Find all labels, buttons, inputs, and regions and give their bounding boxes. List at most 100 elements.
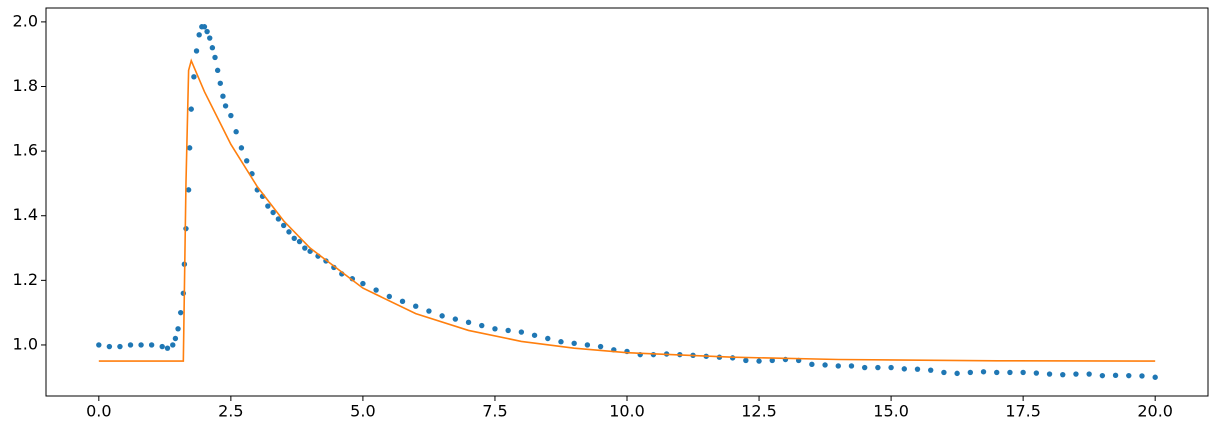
data-point xyxy=(201,24,208,30)
data-point xyxy=(861,364,868,371)
data-point xyxy=(196,32,202,38)
x-tick-label: 15.0 xyxy=(873,402,909,421)
x-tick-label: 17.5 xyxy=(1005,402,1041,421)
data-point xyxy=(217,80,223,86)
data-point xyxy=(1073,371,1079,377)
data-point xyxy=(518,329,525,335)
data-point xyxy=(185,187,192,193)
data-point xyxy=(597,343,604,350)
data-point xyxy=(349,276,356,282)
data-point xyxy=(220,93,226,99)
data-point xyxy=(286,229,292,235)
x-tick-label: 0.0 xyxy=(86,402,111,421)
data-point xyxy=(96,342,102,348)
data-point xyxy=(1086,371,1092,377)
x-tick-label: 12.5 xyxy=(741,402,777,421)
data-point xyxy=(571,340,577,347)
y-tick-label: 1.8 xyxy=(13,76,38,95)
data-point xyxy=(954,370,960,377)
x-tick-label: 2.5 xyxy=(218,402,243,421)
data-point xyxy=(1046,371,1053,377)
data-point xyxy=(479,322,485,329)
data-point xyxy=(214,67,221,74)
data-point xyxy=(399,298,406,305)
data-point xyxy=(1139,373,1145,379)
data-point xyxy=(204,28,210,35)
data-point xyxy=(452,316,459,322)
x-tick-label: 5.0 xyxy=(350,402,375,421)
data-point xyxy=(743,357,749,364)
data-point xyxy=(835,363,841,369)
data-point xyxy=(170,342,176,348)
data-point xyxy=(994,369,1000,376)
data-point xyxy=(373,287,379,293)
data-point xyxy=(186,145,193,151)
x-tick-label: 10.0 xyxy=(609,402,645,421)
data-point xyxy=(172,335,179,342)
y-tick-label: 1.2 xyxy=(13,270,38,289)
data-point xyxy=(331,264,337,271)
data-point xyxy=(545,335,551,342)
data-point xyxy=(296,238,303,245)
data-point xyxy=(180,290,187,296)
data-point xyxy=(914,366,921,372)
data-point xyxy=(967,369,974,376)
data-point xyxy=(1152,374,1158,380)
data-point xyxy=(1020,369,1026,376)
data-point xyxy=(809,361,815,368)
data-point xyxy=(188,106,194,112)
data-point xyxy=(980,369,987,375)
data-point xyxy=(164,345,171,351)
data-point xyxy=(291,235,297,242)
y-tick-label: 1.4 xyxy=(13,205,38,224)
data-point xyxy=(238,145,245,151)
data-point xyxy=(928,367,934,373)
y-tick-label: 2.0 xyxy=(13,11,38,30)
data-point xyxy=(275,216,282,222)
data-point xyxy=(584,342,591,348)
data-point xyxy=(302,245,308,251)
data-point xyxy=(888,364,894,371)
data-point xyxy=(492,326,498,332)
data-point xyxy=(1099,372,1106,379)
data-point xyxy=(106,343,113,350)
data-point xyxy=(177,309,184,316)
data-point xyxy=(1060,371,1066,378)
data-point xyxy=(848,363,855,369)
x-tick-label: 20.0 xyxy=(1137,402,1173,421)
data-point xyxy=(426,308,432,314)
data-point xyxy=(558,339,564,345)
y-tick-label: 1.0 xyxy=(13,334,38,353)
plot-frame xyxy=(45,7,1209,397)
data-point xyxy=(233,129,239,135)
data-point xyxy=(1033,370,1040,376)
data-point xyxy=(191,74,197,80)
fit-line xyxy=(98,58,1156,362)
data-point xyxy=(159,343,165,350)
x-tick-label: 7.5 xyxy=(482,402,507,421)
data-point xyxy=(941,369,947,376)
data-point xyxy=(901,366,907,372)
data-point xyxy=(244,158,250,164)
data-point xyxy=(386,293,393,300)
data-point xyxy=(505,327,511,334)
data-point xyxy=(222,103,229,109)
data-point xyxy=(209,45,216,51)
data-point xyxy=(207,35,213,41)
data-point xyxy=(531,332,538,338)
data-point xyxy=(280,222,287,229)
data-point xyxy=(465,319,472,326)
data-point xyxy=(193,48,200,54)
data-point xyxy=(413,303,419,309)
data-point xyxy=(148,342,155,348)
data-point xyxy=(265,203,271,209)
data-point xyxy=(756,358,762,364)
data-point xyxy=(117,343,123,350)
data-point xyxy=(212,54,218,61)
data-point xyxy=(1126,372,1132,379)
data-point xyxy=(360,280,366,287)
data-point xyxy=(127,342,134,348)
data-point xyxy=(875,364,881,371)
data-point xyxy=(1112,372,1119,379)
